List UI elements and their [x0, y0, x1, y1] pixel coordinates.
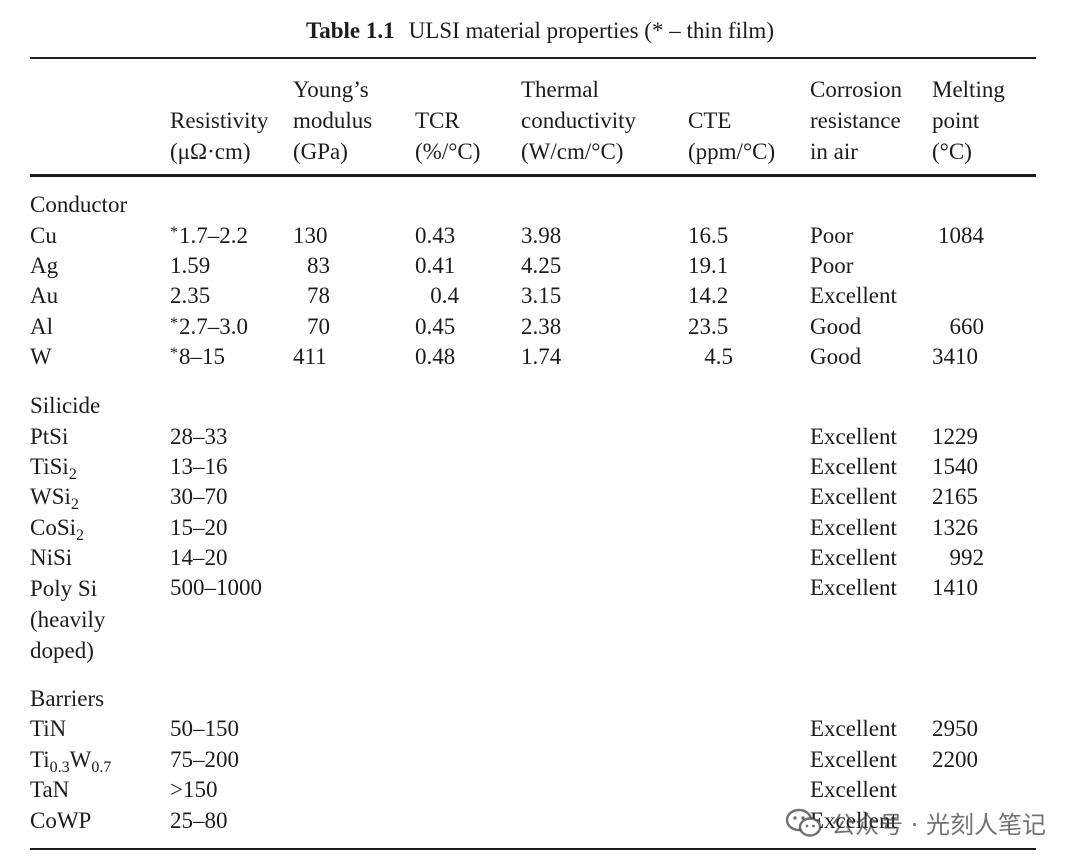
cell-melting-poly-si: 1410 — [932, 575, 978, 600]
cell-melting-ptsi: 1229 — [932, 424, 978, 449]
cell-resistivity-cosi2: 15–20 — [170, 515, 228, 540]
header-thermal-conductivity: Thermal conductivity (W/cm/°C) — [521, 77, 636, 164]
row-name-w: W — [30, 344, 52, 369]
cell-melting-tisi2: 1540 — [932, 454, 978, 479]
row-name-ptsi: PtSi — [30, 424, 69, 449]
cell-resistivity-w: *8–15 — [170, 344, 225, 369]
cell-thermal-w: 1.74 — [521, 344, 562, 369]
cell-youngs-al: 70 — [307, 314, 330, 339]
cell-youngs-ag: 83 — [307, 253, 330, 278]
table-caption: Table 1.1 ULSI material properties (* – t… — [0, 14, 1080, 48]
row-name-poly-si: Poly Si (heavily doped) — [30, 576, 106, 663]
cell-melting-al: 660 — [949, 314, 985, 339]
cell-resistivity-tiw: 75–200 — [170, 747, 239, 772]
cell-resistivity-cu: *1.7–2.2 — [170, 223, 248, 248]
row-name-ag: Ag — [30, 253, 59, 278]
header-melting-point: Melting point (°C) — [932, 77, 1005, 164]
row-name-cu: Cu — [30, 223, 57, 248]
table-header-rule — [30, 174, 1036, 177]
row-name-tisi2: TiSi2 — [30, 454, 77, 483]
cell-corrosion-ag: Poor — [810, 253, 854, 278]
cell-cte-au: 14.2 — [688, 283, 729, 308]
cell-cte-ag: 19.1 — [688, 253, 729, 278]
table-bottom-rule — [30, 848, 1036, 850]
group-label-barriers: Barriers — [30, 686, 105, 711]
wechat-icon — [785, 808, 822, 837]
cell-cte-cu: 16.5 — [688, 223, 729, 248]
cell-tcr-al: 0.45 — [415, 314, 456, 339]
cell-corrosion-wsi2: Excellent — [810, 484, 897, 509]
cell-thermal-au: 3.15 — [521, 283, 562, 308]
cell-resistivity-al: *2.7–3.0 — [170, 314, 248, 339]
cell-corrosion-cowp: Excellent — [810, 808, 897, 833]
cell-resistivity-nisi: 14–20 — [170, 545, 228, 570]
cell-corrosion-nisi: Excellent — [810, 545, 897, 570]
row-name-tin: TiN — [30, 716, 67, 741]
header-cte: CTE (ppm/°C) — [688, 108, 776, 164]
row-name-nisi: NiSi — [30, 545, 73, 570]
cell-corrosion-cu: Poor — [810, 223, 854, 248]
cell-resistivity-tan: >150 — [170, 777, 218, 802]
cell-thermal-ag: 4.25 — [521, 253, 562, 278]
cell-melting-wsi2: 2165 — [932, 484, 978, 509]
cell-tcr-au: 0.4 — [430, 283, 459, 308]
cell-corrosion-au: Excellent — [810, 283, 897, 308]
row-name-tan: TaN — [30, 777, 70, 802]
cell-corrosion-cosi2: Excellent — [810, 515, 897, 540]
row-name-al: Al — [30, 314, 53, 339]
header-corrosion-resistance: Corrosion resistance in air — [810, 77, 902, 164]
row-name-au: Au — [30, 283, 59, 308]
row-name-cosi2: CoSi2 — [30, 515, 85, 544]
table-title: ULSI material properties (* – thin film) — [408, 18, 774, 43]
watermark: 公众号 · 光刻人笔记 — [785, 805, 1046, 840]
cell-resistivity-tisi2: 13–16 — [170, 454, 228, 479]
cell-melting-tiw: 2200 — [932, 747, 978, 772]
cell-cte-w: 4.5 — [704, 344, 733, 369]
cell-resistivity-au: 2.35 — [170, 283, 211, 308]
row-name-tiw: Ti0.3W0.7 — [30, 747, 112, 776]
header-resistivity: Resistivity (μΩ·cm) — [170, 108, 269, 164]
table-number: Table 1.1 — [306, 18, 395, 43]
cell-tcr-ag: 0.41 — [415, 253, 456, 278]
group-label-silicide: Silicide — [30, 393, 101, 418]
cell-thermal-al: 2.38 — [521, 314, 562, 339]
cell-resistivity-ptsi: 28–33 — [170, 424, 228, 449]
cell-melting-nisi: 992 — [949, 545, 985, 570]
header-tcr: TCR (%/°C) — [415, 108, 481, 164]
cell-resistivity-wsi2: 30–70 — [170, 484, 228, 509]
cell-corrosion-tiw: Excellent — [810, 747, 897, 772]
cell-melting-cosi2: 1326 — [932, 515, 978, 540]
cell-resistivity-poly-si: 500–1000 — [170, 575, 262, 600]
cell-resistivity-tin: 50–150 — [170, 716, 239, 741]
cell-tcr-cu: 0.43 — [415, 223, 456, 248]
cell-youngs-cu: 130 — [293, 223, 328, 248]
watermark-text: 公众号 · 光刻人笔记 — [831, 811, 1046, 839]
cell-youngs-au: 78 — [307, 283, 330, 308]
cell-resistivity-cowp: 25–80 — [170, 808, 228, 833]
cell-youngs-w: 411 — [293, 344, 327, 369]
cell-corrosion-ptsi: Excellent — [810, 424, 897, 449]
cell-tcr-w: 0.48 — [415, 344, 456, 369]
table-top-rule — [30, 57, 1036, 59]
cell-corrosion-tisi2: Excellent — [810, 454, 897, 479]
cell-melting-cu: 1084 — [938, 223, 984, 248]
cell-corrosion-w: Good — [810, 344, 862, 369]
cell-melting-tin: 2950 — [932, 716, 978, 741]
cell-resistivity-ag: 1.59 — [170, 253, 211, 278]
row-name-wsi2: WSi2 — [30, 484, 79, 513]
cell-melting-w: 3410 — [932, 344, 978, 369]
header-youngs-modulus: Young’s modulus (GPa) — [293, 77, 373, 164]
cell-cte-al: 23.5 — [688, 314, 729, 339]
cell-corrosion-tan: Excellent — [810, 777, 897, 802]
cell-corrosion-tin: Excellent — [810, 716, 897, 741]
cell-thermal-cu: 3.98 — [521, 223, 562, 248]
cell-corrosion-poly-si: Excellent — [810, 575, 897, 600]
cell-corrosion-al: Good — [810, 314, 862, 339]
group-label-conductor: Conductor — [30, 192, 128, 217]
row-name-cowp: CoWP — [30, 808, 92, 833]
